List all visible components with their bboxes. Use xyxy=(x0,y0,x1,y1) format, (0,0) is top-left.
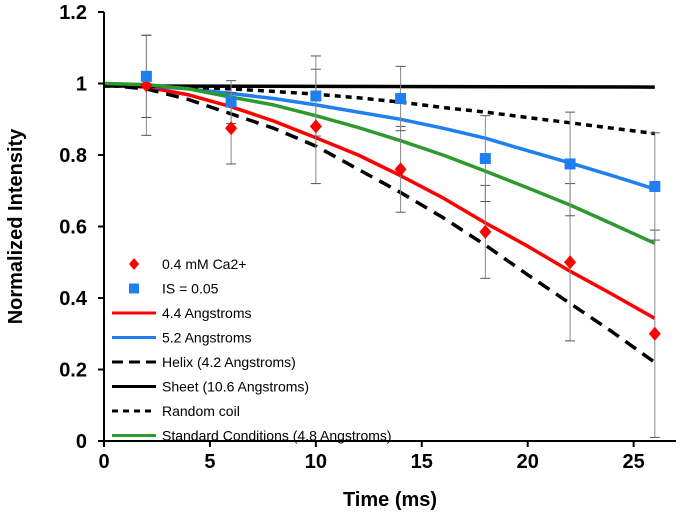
legend: 0.4 mM Ca2+ IS = 0.05 4.4 Angstroms 5.2 Ang… xyxy=(112,256,392,444)
x-tick-label: 25 xyxy=(623,451,645,473)
point-0-4-mm-ca2 xyxy=(648,326,661,341)
legend-marker-is-0-05 xyxy=(129,283,139,294)
y-tick-label: 0.4 xyxy=(59,288,88,310)
legend-label-4-4-angstroms: 4.4 Angstroms xyxy=(162,305,252,321)
point-is-0-05 xyxy=(649,180,661,192)
point-0-4-mm-ca2 xyxy=(564,255,577,270)
point-is-0-05 xyxy=(140,70,152,82)
legend-label-helix-4-2-angstroms: Helix (4.2 Angstroms) xyxy=(162,354,296,370)
point-0-4-mm-ca2 xyxy=(309,119,322,134)
legend-label-random-coil: Random coil xyxy=(162,403,240,419)
point-is-0-05 xyxy=(395,93,407,105)
y-tick-label: 0.8 xyxy=(59,145,87,167)
point-0-4-mm-ca2 xyxy=(394,162,407,177)
series-lines xyxy=(103,81,656,364)
y-tick-label: 0.6 xyxy=(59,217,87,239)
legend-label-5-2-angstroms: 5.2 Angstroms xyxy=(162,330,252,346)
legend-label-0-4-mm-ca2: 0.4 mM Ca2+ xyxy=(162,256,246,272)
legend-label-standard-conditions-4-8-angstroms: Standard Conditions (4.8 Angstroms) xyxy=(162,428,392,444)
point-is-0-05 xyxy=(310,90,322,102)
legend-label-is-0-05: IS = 0.05 xyxy=(162,281,219,297)
point-is-0-05 xyxy=(225,96,237,108)
x-tick-label: 20 xyxy=(517,451,539,473)
y-tick-label: 1 xyxy=(76,74,87,96)
line-helix-4-2-angstroms xyxy=(103,83,656,364)
point-is-0-05 xyxy=(564,158,576,170)
series-points xyxy=(140,34,661,438)
x-ticks: 0 5 10 15 20 25 xyxy=(98,441,645,473)
y-ticks: 0 0.2 0.4 0.6 0.8 1 1.2 xyxy=(59,2,104,453)
y-tick-label: 0 xyxy=(76,431,87,453)
line-4-4-angstroms xyxy=(103,83,656,320)
x-axis-title: Time (ms) xyxy=(343,489,437,511)
x-tick-label: 10 xyxy=(305,451,327,473)
line-random-coil xyxy=(104,84,656,136)
y-axis-title: Normalized Intensity xyxy=(5,128,27,324)
legend-marker-0-4-mm-ca2 xyxy=(129,258,139,270)
point-0-4-mm-ca2 xyxy=(225,121,238,136)
y-tick-label: 0.2 xyxy=(59,360,87,382)
y-tick-label: 1.2 xyxy=(59,2,87,24)
x-tick-label: 0 xyxy=(98,451,109,473)
axes xyxy=(103,12,676,442)
line-standard-conditions-4-8-angstroms xyxy=(103,81,656,245)
legend-label-sheet-10-6-angstroms: Sheet (10.6 Angstroms) xyxy=(162,379,309,395)
x-tick-label: 15 xyxy=(411,451,433,473)
point-is-0-05 xyxy=(479,153,491,165)
point-0-4-mm-ca2 xyxy=(479,224,492,239)
x-tick-label: 5 xyxy=(204,451,215,473)
